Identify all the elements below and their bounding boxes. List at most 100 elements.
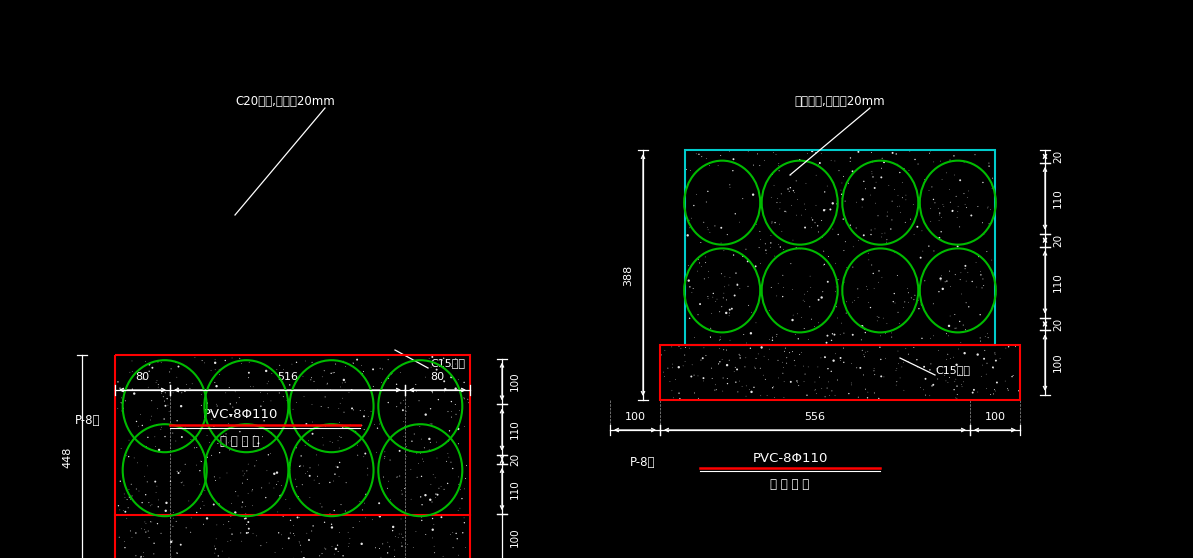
Point xyxy=(802,283,821,292)
Point xyxy=(734,194,753,203)
Point xyxy=(928,374,947,383)
Point xyxy=(824,330,843,339)
Bar xyxy=(685,150,995,345)
Point xyxy=(889,160,908,169)
Point xyxy=(761,243,780,252)
Point xyxy=(784,311,803,320)
Point xyxy=(225,508,245,517)
Point xyxy=(352,361,371,370)
Point xyxy=(789,381,808,390)
Point xyxy=(914,386,933,395)
Point xyxy=(999,384,1018,393)
Point xyxy=(168,467,187,476)
Point xyxy=(823,225,842,234)
Point xyxy=(136,357,155,366)
Point xyxy=(169,362,188,371)
Point xyxy=(681,372,700,381)
Point xyxy=(659,364,678,373)
Point xyxy=(131,552,150,558)
Point xyxy=(278,396,297,405)
Point xyxy=(239,460,258,469)
Point xyxy=(163,514,183,523)
Point xyxy=(233,479,252,488)
Point xyxy=(330,458,350,467)
Point xyxy=(750,235,769,244)
Point xyxy=(155,397,174,406)
Text: 556: 556 xyxy=(804,412,826,422)
Point xyxy=(876,229,895,238)
Point xyxy=(239,489,258,498)
Point xyxy=(117,514,136,523)
Point xyxy=(240,524,259,533)
Point xyxy=(747,220,766,229)
Point xyxy=(711,151,730,160)
Point xyxy=(252,541,271,550)
Point xyxy=(175,460,194,469)
Point xyxy=(725,291,744,300)
Point xyxy=(359,412,378,421)
Point xyxy=(921,334,940,343)
Point xyxy=(390,530,409,538)
Point xyxy=(254,397,273,406)
Point xyxy=(381,542,400,551)
Point xyxy=(743,190,762,199)
Point xyxy=(964,386,983,395)
Point xyxy=(416,530,435,539)
Point xyxy=(297,420,316,429)
Point xyxy=(243,432,262,441)
Point xyxy=(962,211,981,220)
Point xyxy=(381,496,400,504)
Point xyxy=(920,365,939,374)
Point xyxy=(876,354,895,363)
Point xyxy=(809,295,828,304)
Point xyxy=(900,357,919,366)
Point xyxy=(333,378,352,387)
Point xyxy=(712,270,731,278)
Point xyxy=(705,222,724,230)
Point xyxy=(721,180,740,189)
Point xyxy=(822,336,841,345)
Point xyxy=(853,346,872,355)
Point xyxy=(950,223,969,232)
Point xyxy=(249,439,268,448)
Point xyxy=(443,397,462,406)
Point xyxy=(806,148,826,157)
Point xyxy=(286,475,305,484)
Point xyxy=(871,331,890,340)
Point xyxy=(826,349,845,358)
Point xyxy=(147,378,166,387)
Point xyxy=(841,221,860,230)
Point xyxy=(871,343,890,352)
Point xyxy=(892,178,911,187)
Point xyxy=(932,235,951,244)
Point xyxy=(948,344,968,353)
Point xyxy=(202,366,221,375)
Point xyxy=(239,528,258,537)
Point xyxy=(299,536,319,545)
Point xyxy=(945,385,964,394)
Point xyxy=(438,479,457,488)
Point xyxy=(942,206,962,215)
Point xyxy=(149,502,168,511)
Point xyxy=(676,343,696,352)
Point xyxy=(830,330,849,339)
Point xyxy=(280,465,299,474)
Point xyxy=(119,436,138,445)
Point xyxy=(124,454,143,463)
Point xyxy=(951,338,970,347)
Point xyxy=(247,456,266,465)
Point xyxy=(209,500,228,509)
Point xyxy=(748,150,767,158)
Point xyxy=(272,481,291,490)
Point xyxy=(785,356,804,365)
Point xyxy=(240,358,259,367)
Point xyxy=(286,444,305,453)
Point xyxy=(940,373,959,382)
Point xyxy=(796,369,815,378)
Point xyxy=(719,309,738,318)
Point xyxy=(391,368,410,377)
Point xyxy=(730,350,749,359)
Point xyxy=(749,349,768,358)
Point xyxy=(803,215,822,224)
Point xyxy=(301,493,320,502)
